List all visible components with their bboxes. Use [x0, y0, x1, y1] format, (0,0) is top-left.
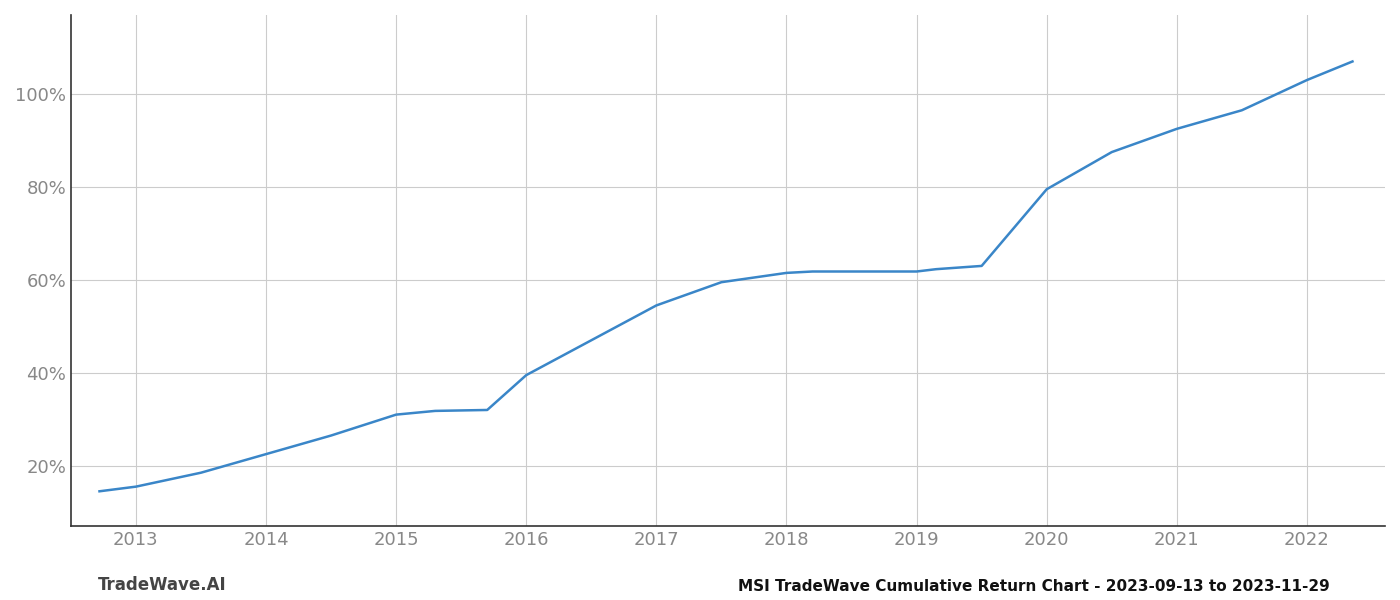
Text: MSI TradeWave Cumulative Return Chart - 2023-09-13 to 2023-11-29: MSI TradeWave Cumulative Return Chart - …	[738, 579, 1330, 594]
Text: TradeWave.AI: TradeWave.AI	[98, 576, 227, 594]
